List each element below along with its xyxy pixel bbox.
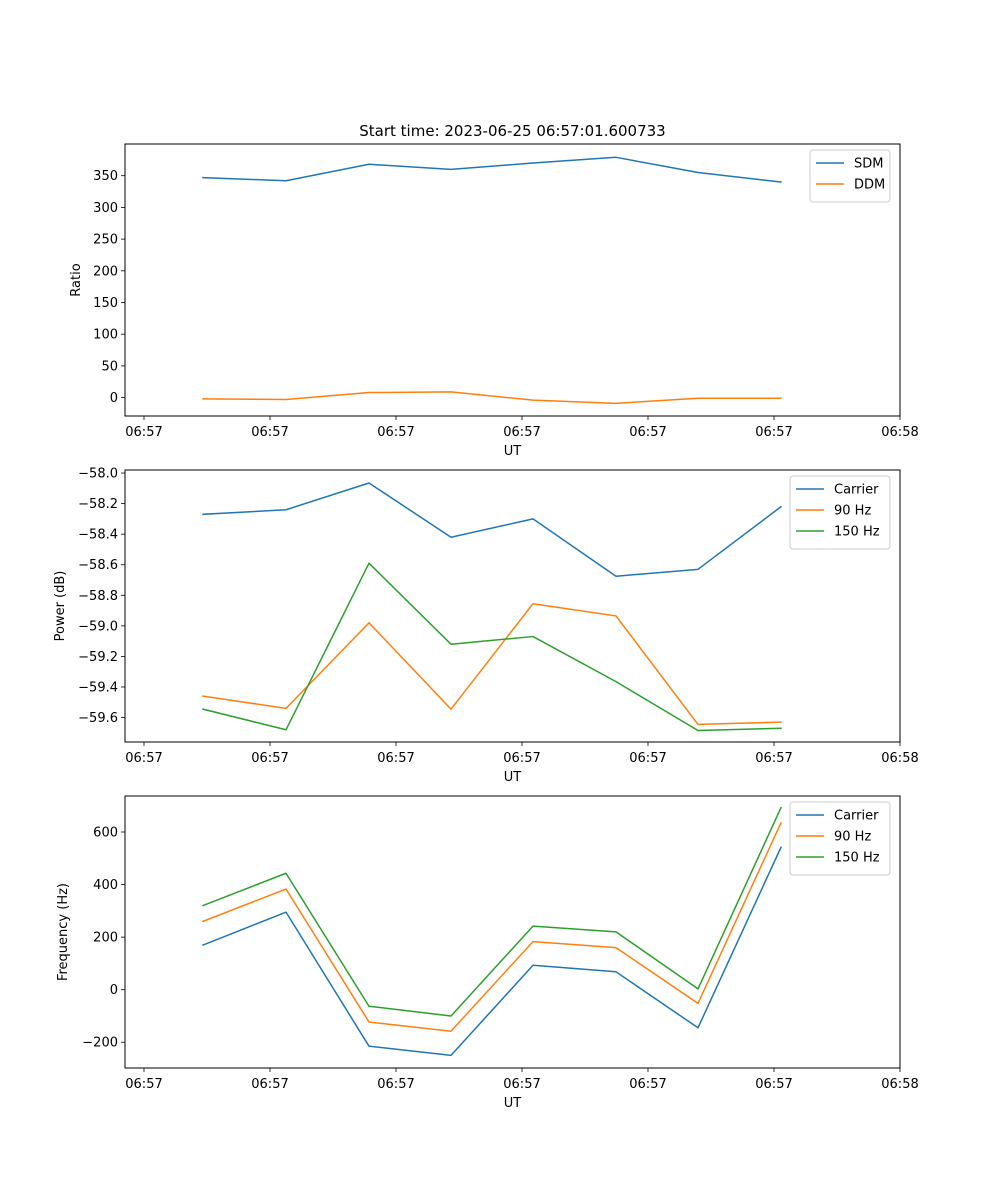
legend-label: Carrier	[834, 483, 879, 498]
series-line-150-hz	[202, 806, 782, 1017]
x-tick-label: 06:58	[881, 1077, 918, 1092]
y-tick-label: 0	[110, 391, 118, 406]
x-tick-label: 06:57	[503, 751, 540, 766]
y-tick-label: 150	[93, 296, 118, 311]
x-tick-label: 06:57	[629, 425, 666, 440]
y-tick-label: −59.6	[78, 711, 118, 726]
chart-panel-2: 06:57 06:57 06:57 06:57 06:57 06:57 06:58 UT −59…	[53, 467, 919, 785]
y-axis-label: Frequency (Hz)	[56, 883, 71, 981]
legend-label: DDM	[854, 178, 885, 193]
x-tick-label: 06:57	[377, 751, 414, 766]
series-line-150-hz	[202, 562, 782, 732]
y-tick-label: 0	[110, 983, 118, 998]
y-tick-label: 300	[93, 201, 118, 216]
x-tick-label: 06:57	[755, 1077, 792, 1092]
y-axis-label: Power (dB)	[53, 571, 68, 642]
series-line-sdm	[202, 156, 782, 183]
y-tick-label: 600	[93, 826, 118, 841]
x-tick-label: 06:57	[125, 425, 162, 440]
series-line-90-hz	[202, 821, 782, 1032]
series-line-carrier	[202, 846, 782, 1057]
legend: Carrier 90 Hz 150 Hz	[789, 801, 891, 876]
y-tick-label: −59.4	[78, 680, 118, 695]
x-tick-label: 06:57	[251, 425, 288, 440]
x-tick-label: 06:57	[629, 751, 666, 766]
x-axis-label: UT	[504, 1096, 522, 1111]
y-tick-label: −59.0	[78, 619, 118, 634]
chart-panel-1: 06:57 06:57 06:57 06:57 06:57 06:57 06:58 UT 0 50…	[69, 143, 919, 459]
y-tick-label: 200	[93, 931, 118, 946]
x-tick-label: 06:57	[503, 425, 540, 440]
chart-panel-3: 06:57 06:57 06:57 06:57 06:57 06:57 06:58 UT −20…	[56, 795, 919, 1111]
legend: Carrier 90 Hz 150 Hz	[789, 475, 891, 550]
axes-frame	[124, 795, 901, 1069]
x-tick-label: 06:58	[881, 425, 918, 440]
legend-label: 150 Hz	[834, 525, 880, 540]
y-tick-label: 50	[101, 359, 118, 374]
y-tick-label: −58.2	[78, 497, 118, 512]
x-tick-label: 06:57	[251, 1077, 288, 1092]
figure-title: Start time: 2023-06-25 06:57:01.600733	[359, 122, 665, 140]
x-tick-label: 06:57	[755, 751, 792, 766]
axes-frame	[124, 143, 901, 417]
x-tick-label: 06:57	[503, 1077, 540, 1092]
x-tick-label: 06:57	[755, 425, 792, 440]
x-axis-label: UT	[504, 770, 522, 785]
legend: SDM DDM	[809, 149, 891, 203]
y-axis-label: Ratio	[69, 263, 84, 296]
y-tick-label: −58.6	[78, 558, 118, 573]
y-tick-label: 250	[93, 233, 118, 248]
x-tick-label: 06:57	[629, 1077, 666, 1092]
x-tick-label: 06:57	[125, 751, 162, 766]
legend-label: SDM	[854, 157, 883, 172]
series-line-ddm	[202, 391, 782, 405]
x-tick-label: 06:57	[125, 1077, 162, 1092]
x-axis-label: UT	[504, 444, 522, 459]
y-tick-label: −58.8	[78, 589, 118, 604]
x-tick-label: 06:58	[881, 751, 918, 766]
legend-label: 150 Hz	[834, 851, 880, 866]
y-tick-label: 200	[93, 264, 118, 279]
series-line-90-hz	[202, 602, 782, 726]
x-tick-label: 06:57	[377, 425, 414, 440]
y-tick-label: 400	[93, 878, 118, 893]
legend-label: 90 Hz	[834, 830, 871, 845]
axes-frame	[124, 469, 901, 743]
y-tick-label: −59.2	[78, 650, 118, 665]
y-tick-label: −200	[82, 1036, 118, 1051]
x-tick-label: 06:57	[377, 1077, 414, 1092]
legend-label: Carrier	[834, 809, 879, 824]
x-tick-label: 06:57	[251, 751, 288, 766]
y-tick-label: 350	[93, 169, 118, 184]
y-tick-label: −58.4	[78, 528, 118, 543]
legend-label: 90 Hz	[834, 504, 871, 519]
series-line-carrier	[202, 482, 783, 577]
y-tick-label: −58.0	[78, 467, 118, 482]
y-tick-label: 100	[93, 328, 118, 343]
